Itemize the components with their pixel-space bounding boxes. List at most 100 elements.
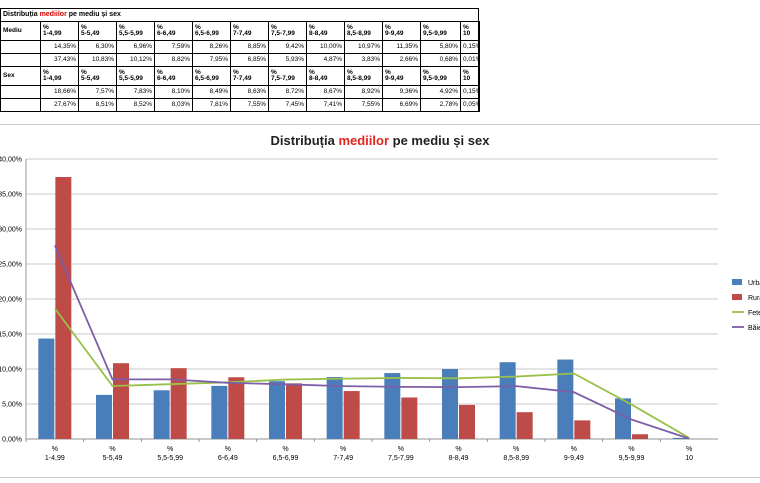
table-cell: 18,66% — [40, 85, 79, 99]
table-row: 14,35% 6,30% 6,96% 7,59% 8,26% 8,85% 9,42% 10,0… — [0, 40, 480, 54]
table-header-cell: % 5,5-5,99 — [116, 66, 155, 86]
table-header-cell: % 6,5-6,99 — [192, 66, 231, 86]
table-cell: 8,51% — [78, 98, 117, 112]
chart: Distribuția mediilor pe mediu și sex 0,00… — [0, 133, 760, 462]
table-row: 37,43% 10,83% 10,12% 8,82% 7,95% 6,85% 5,93% 4,… — [0, 53, 480, 67]
y-tick-label: 35,00% — [0, 192, 22, 199]
table-cell: 14,35% — [40, 40, 79, 54]
table-cell: 8,67% — [306, 85, 345, 99]
table-row: 18,66% 7,57% 7,83% 8,10% 8,49% 8,63% 8,72% 8,67… — [0, 85, 480, 99]
table-cell: 10,83% — [78, 53, 117, 67]
chart-title-suffix: pe mediu și sex — [389, 133, 490, 148]
table-cell: 3,83% — [344, 53, 383, 67]
table-header-cell: % 7-7,49 — [230, 21, 269, 41]
chart-title-prefix: Distribuția — [271, 133, 339, 148]
table-label-sex: Sex — [0, 66, 41, 86]
table-cell: 7,83% — [116, 85, 155, 99]
bar-urban — [96, 394, 112, 439]
y-tick-label: 25,00% — [0, 262, 22, 269]
table-row-label — [0, 40, 41, 54]
bar-urban — [615, 398, 631, 439]
table-cell: 8,49% — [192, 85, 231, 99]
table-header-cell: % 5-5,49 — [78, 21, 117, 41]
data-table: Distribuția mediilor pe mediu și sex Medi… — [0, 8, 480, 112]
x-tick-label: % 9,5-9,99 — [619, 446, 645, 462]
table-header-cell: % 8-8,49 — [306, 21, 345, 41]
table-header-cell: % 5,5-5,99 — [116, 21, 155, 41]
x-tick-label: % 7-7,49 — [333, 446, 353, 462]
y-tick-label: 10,00% — [0, 367, 22, 374]
x-tick-label: % 5-5,49 — [103, 446, 123, 462]
table-header-cell: % 10 — [460, 66, 479, 86]
bar-urban — [384, 373, 401, 439]
table-cell: 6,30% — [78, 40, 117, 54]
table-cell: 6,69% — [382, 98, 421, 112]
table-cell: 6,85% — [230, 53, 269, 67]
table-header-cell: % 9,5-9,99 — [420, 21, 461, 41]
table-cell: 8,10% — [154, 85, 193, 99]
table-title-prefix: Distribuția — [3, 10, 40, 18]
table-header-cell: % 8-8,49 — [306, 66, 345, 86]
chart-frame: Distribuția mediilor pe mediu și sex 0,00… — [0, 124, 760, 478]
line-baieti — [54, 244, 690, 440]
table-header-cell: % 8,5-8,99 — [344, 66, 383, 86]
x-tick-label: % 6,5-6,99 — [273, 446, 299, 462]
bar-urban — [557, 359, 574, 439]
table-cell: 11,35% — [382, 40, 421, 54]
line-fete — [54, 307, 690, 439]
x-tick-label: % 8,5-8,99 — [503, 446, 529, 462]
x-tick-label: % 8-8,49 — [449, 446, 469, 462]
legend-label: Rural — [748, 295, 760, 302]
table-cell: 8,92% — [344, 85, 383, 99]
table-header-cell: % 7,5-7,99 — [268, 21, 307, 41]
table-title-row: Distribuția mediilor pe mediu și sex — [0, 8, 480, 22]
table-header-cell: % 6-6,49 — [154, 66, 193, 86]
chart-title-accent: mediilor — [338, 133, 389, 148]
x-tick-label: % 6-6,49 — [218, 446, 238, 462]
y-tick-label: 30,00% — [0, 227, 22, 234]
table-cell: 8,85% — [230, 40, 269, 54]
table-header-cell: % 5-5,49 — [78, 66, 117, 86]
table-header-cell: % 1-4,99 — [40, 66, 79, 86]
table-cell: 7,81% — [192, 98, 231, 112]
bar-rural — [574, 420, 591, 439]
y-tick-label: 5,00% — [2, 402, 22, 409]
x-tick-label: % 1-4,99 — [45, 446, 65, 462]
table-cell: 27,67% — [40, 98, 79, 112]
table-header-cell: % 6,5-6,99 — [192, 21, 231, 41]
table-label-mediu: Mediu — [0, 21, 41, 41]
bar-rural — [55, 176, 72, 440]
table-cell: 10,97% — [344, 40, 383, 54]
table-cell: 5,93% — [268, 53, 307, 67]
table-cell: 4,92% — [420, 85, 461, 99]
bar-rural — [632, 434, 648, 439]
table-empty-cell — [478, 53, 480, 67]
table-cell: 4,87% — [306, 53, 345, 67]
table-cell: 7,59% — [154, 40, 193, 54]
y-tick-label: 15,00% — [0, 332, 22, 339]
table-cell: 7,41% — [306, 98, 345, 112]
legend-label: Băieți — [748, 325, 760, 332]
table-empty-cell — [478, 98, 480, 112]
legend-swatch — [732, 279, 742, 285]
x-tick-label: % 5,5-5,99 — [157, 446, 183, 462]
table-cell: 8,63% — [230, 85, 269, 99]
table-header-cell: % 1-4,99 — [40, 21, 79, 41]
table-cell: 0,01% — [460, 53, 479, 67]
bar-rural — [113, 363, 129, 439]
table-row-label — [0, 85, 41, 99]
table-header-row: Mediu% 1-4,99% 5-5,49% 5,5-5,99% 6-6,49%… — [0, 21, 480, 41]
table-cell: 10,00% — [306, 40, 345, 54]
table-header-cell: % 7,5-7,99 — [268, 66, 307, 86]
table-empty-cell — [478, 66, 480, 86]
table-cell: 8,26% — [192, 40, 231, 54]
table-empty-cell — [478, 40, 480, 54]
table-row-label — [0, 98, 41, 112]
bar-rural — [401, 397, 418, 439]
bar-urban — [269, 381, 285, 439]
bar-rural — [170, 368, 187, 439]
table-cell: 9,36% — [382, 85, 421, 99]
table-cell: 10,12% — [116, 53, 155, 67]
table-cell: 7,95% — [192, 53, 231, 67]
table-cell: 7,57% — [78, 85, 117, 99]
